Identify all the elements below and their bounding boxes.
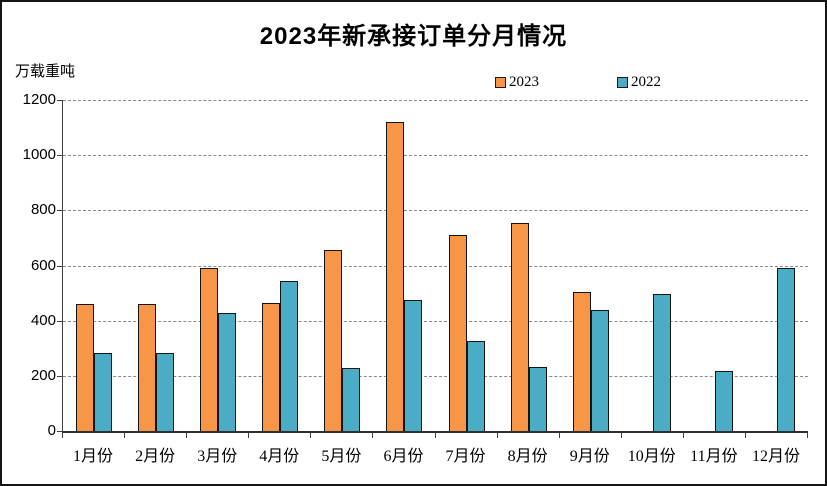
bar-group-7月份 [436, 100, 498, 431]
x-tick-mark [372, 433, 374, 438]
bar-group-4月份 [249, 100, 311, 431]
bar-2023-6月份 [386, 122, 405, 431]
chart-title: 2023年新承接订单分月情况 [259, 23, 568, 50]
bar-2022-2月份 [156, 352, 175, 431]
x-label-8月份: 8月份 [507, 448, 548, 465]
bar-2022-1月份 [94, 352, 113, 431]
legend-label: 2022 [631, 74, 661, 90]
bar-2023-4月份 [262, 302, 281, 431]
bar-group-10月份 [622, 100, 684, 431]
bar-2022-6月份 [404, 299, 423, 431]
y-tick-label-0: 0 [47, 422, 56, 439]
x-tick-mark [310, 433, 312, 438]
x-label-6月份: 6月份 [383, 448, 424, 465]
x-label-5月份: 5月份 [321, 448, 362, 465]
bar-2022-11月份 [714, 370, 733, 431]
gridline-1000 [63, 155, 808, 157]
bar-2023-7月份 [448, 235, 467, 431]
legend-swatch-icon [495, 77, 506, 88]
y-tick-label-200: 200 [30, 366, 56, 384]
gridline-200 [63, 375, 808, 377]
bar-group-9月份 [560, 100, 622, 431]
bar-group-12月份 [746, 100, 808, 431]
gridline-800 [63, 210, 808, 212]
plot-area [62, 100, 808, 433]
bar-2023-2月份 [138, 303, 157, 431]
x-label-9月份: 9月份 [569, 448, 610, 465]
x-tick-mark [434, 433, 436, 438]
y-tick-label-800: 800 [30, 201, 56, 219]
y-tick-mark [57, 100, 62, 101]
bar-2022-7月份 [466, 340, 485, 431]
y-tick-label-600: 600 [30, 256, 56, 274]
y-tick-mark [57, 375, 62, 377]
x-label-3月份: 3月份 [197, 448, 238, 465]
x-tick-mark [124, 433, 126, 438]
bar-group-11月份 [684, 100, 746, 431]
x-label-4月份: 4月份 [259, 448, 300, 465]
y-tick-mark [57, 265, 62, 267]
bar-2023-8月份 [510, 222, 529, 431]
x-label-11月份: 11月份 [690, 448, 738, 465]
x-tick-mark [807, 433, 808, 438]
x-label-12月份: 12月份 [751, 448, 800, 465]
gridline-400 [63, 320, 808, 322]
x-tick-mark [682, 433, 684, 438]
bar-2022-5月份 [342, 368, 361, 431]
y-tick-mark [57, 320, 62, 322]
bar-group-3月份 [187, 100, 249, 431]
bar-group-2月份 [125, 100, 187, 431]
bar-2023-5月份 [324, 249, 343, 431]
legend: 2023 2022 [495, 74, 661, 91]
bar-group-5月份 [311, 100, 373, 431]
bar-2022-12月份 [776, 268, 795, 431]
x-tick-mark [558, 433, 560, 438]
y-tick-mark [57, 155, 62, 157]
y-tick-mark [57, 431, 62, 432]
bar-2022-10月份 [652, 294, 671, 431]
bar-2023-9月份 [572, 292, 591, 431]
x-tick-mark [744, 433, 746, 438]
y-tick-mark [57, 210, 62, 212]
x-tick-mark [248, 433, 250, 438]
x-tick-mark [496, 433, 498, 438]
x-label-7月份: 7月份 [445, 448, 486, 465]
y-axis-unit-label: 万载重吨 [15, 63, 76, 80]
bar-group-6月份 [373, 100, 435, 431]
bar-2022-3月份 [218, 312, 237, 431]
bar-2022-8月份 [528, 367, 547, 431]
x-tick-mark [620, 433, 622, 438]
y-tick-label-1000: 1000 [22, 146, 56, 164]
legend-entry-2023: 2023 [495, 74, 539, 91]
x-label-2月份: 2月份 [135, 448, 176, 465]
y-tick-label-400: 400 [30, 311, 56, 329]
bar-group-1月份 [63, 100, 125, 431]
legend-label: 2023 [509, 74, 539, 90]
x-label-1月份: 1月份 [73, 448, 114, 465]
bar-2023-1月份 [76, 304, 95, 431]
gridline-600 [63, 265, 808, 267]
bar-2022-9月份 [590, 309, 609, 431]
x-tick-mark [62, 433, 63, 438]
bar-2023-3月份 [200, 268, 219, 431]
legend-swatch-icon [617, 77, 628, 88]
gridline-1200 [63, 100, 808, 101]
y-tick-label-1200: 1200 [22, 91, 56, 108]
bar-group-8月份 [498, 100, 560, 431]
bar-2022-4月份 [280, 280, 299, 431]
x-label-10月份: 10月份 [627, 448, 676, 465]
x-tick-mark [186, 433, 188, 438]
legend-entry-2022: 2022 [617, 74, 661, 91]
